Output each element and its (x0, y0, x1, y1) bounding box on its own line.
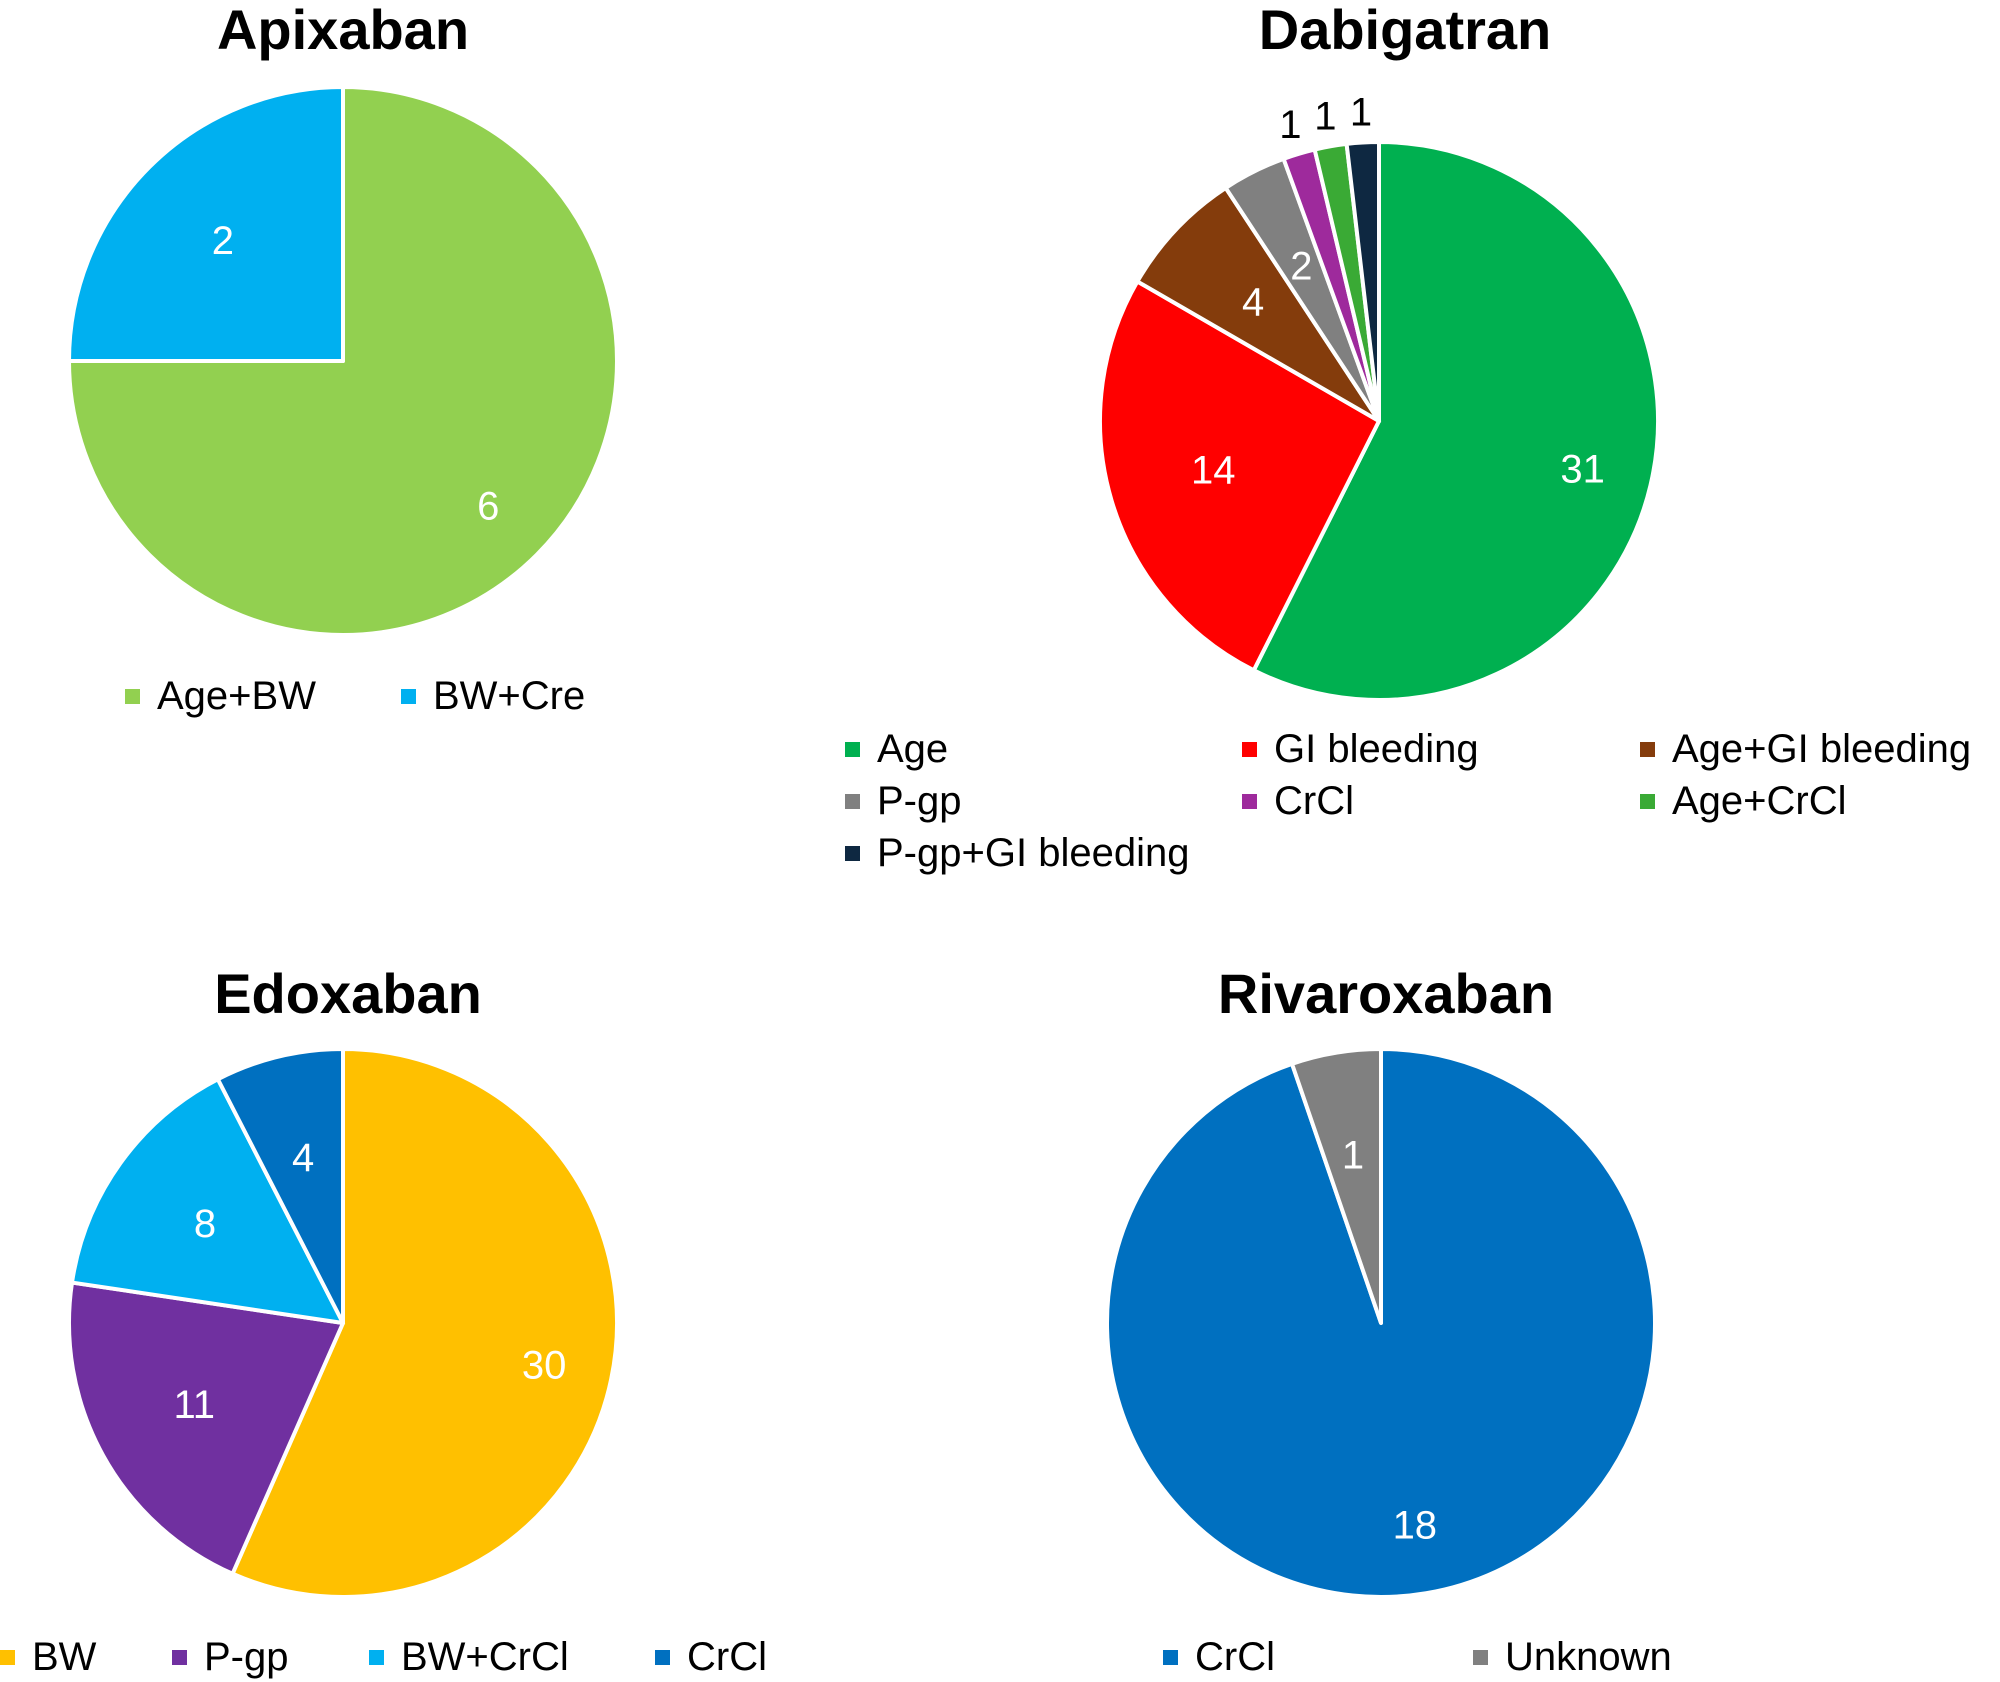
legend-label: Age+GI bleeding (1672, 727, 1972, 771)
data-label: 31 (1560, 447, 1605, 491)
data-label: 1 (1350, 91, 1372, 135)
legend-item: Age+GI bleeding (1640, 729, 1971, 769)
legend-label: CrCl (687, 1635, 767, 1679)
pie-slice (1098, 279, 1381, 673)
legend-label: CrCl (1195, 1635, 1275, 1679)
pie-slice (1135, 185, 1381, 423)
data-label: 1 (1314, 95, 1336, 139)
legend-swatch (845, 845, 860, 861)
data-label: 8 (194, 1202, 216, 1246)
data-label: 2 (1290, 244, 1312, 288)
pie-slice (1251, 140, 1660, 702)
data-label: 14 (1191, 449, 1236, 493)
data-label: 30 (522, 1343, 567, 1387)
legend-label: BW (32, 1635, 97, 1679)
legend-label: BW+Cre (433, 674, 586, 718)
legend-item: P-gp (845, 781, 962, 821)
legend-item: Age+BW (125, 676, 316, 716)
data-label: 2 (212, 219, 234, 263)
legend-item: CrCl (1163, 1637, 1275, 1677)
legend-label: Age (877, 727, 949, 771)
pie-slice (230, 1047, 619, 1599)
legend-item: CrCl (655, 1637, 767, 1677)
legend-swatch (1242, 741, 1257, 757)
chart-title: Edoxaban (214, 962, 482, 1025)
pie-slice (1344, 140, 1381, 423)
pie-plot: 30 11 8 4 (67, 1047, 619, 1599)
data-label: 4 (1242, 280, 1264, 324)
pie-slice (67, 1280, 345, 1576)
legend-item: Age (845, 729, 948, 769)
legend-swatch (172, 1649, 187, 1665)
legend-item: BW+Cre (401, 676, 585, 716)
legend-label: Age+CrCl (1672, 779, 1847, 823)
chart-title: Apixaban (216, 0, 470, 61)
legend-item: Age+CrCl (1640, 781, 1847, 821)
legend-swatch (125, 688, 140, 704)
legend-swatch (1163, 1649, 1178, 1665)
legend-item: P-gp (172, 1637, 289, 1677)
chart-title: Rivaroxaban (1217, 962, 1555, 1025)
legend-swatch (1242, 793, 1257, 809)
pie-slice (67, 85, 345, 363)
legend-swatch (369, 1649, 384, 1665)
pie-slice (215, 1047, 345, 1325)
pie-slice (70, 1077, 345, 1325)
legend-item: BW (0, 1637, 96, 1677)
legend-swatch (655, 1649, 670, 1665)
legend-label: Age+BW (157, 674, 316, 718)
legend-item: CrCl (1242, 781, 1354, 821)
legend-item: Unknown (1473, 1637, 1672, 1677)
data-label: 18 (1393, 1504, 1438, 1548)
data-label: 4 (292, 1136, 314, 1180)
legend-item: P-gp+GI bleeding (845, 833, 1189, 873)
legend-label: CrCl (1274, 779, 1354, 823)
legend-swatch (1640, 741, 1655, 757)
legend-swatch (1640, 793, 1655, 809)
legend-swatch (845, 741, 860, 757)
legend-label: P-gp (204, 1635, 289, 1679)
legend-swatch (401, 688, 416, 704)
legend-label: Unknown (1505, 1635, 1672, 1679)
legend-swatch (1473, 1649, 1488, 1665)
data-label: 6 (477, 484, 499, 528)
legend-swatch (0, 1649, 15, 1665)
data-label: 1 (1342, 1133, 1364, 1177)
legend-item: GI bleeding (1242, 729, 1479, 769)
legend-label: GI bleeding (1274, 727, 1479, 771)
legend-label: P-gp+GI bleeding (877, 831, 1190, 875)
data-label: 1 (1279, 103, 1301, 147)
chart-title: Dabigatran (1258, 0, 1552, 61)
legend-item: BW+CrCl (369, 1637, 569, 1677)
legend-label: BW+CrCl (401, 1635, 569, 1679)
pie-slice (67, 85, 619, 637)
data-label: 11 (173, 1383, 215, 1427)
pie-plot: 62 (67, 85, 619, 637)
legend-swatch (845, 793, 860, 809)
legend-label: P-gp (877, 779, 962, 823)
pie-slice (1290, 1047, 1383, 1325)
